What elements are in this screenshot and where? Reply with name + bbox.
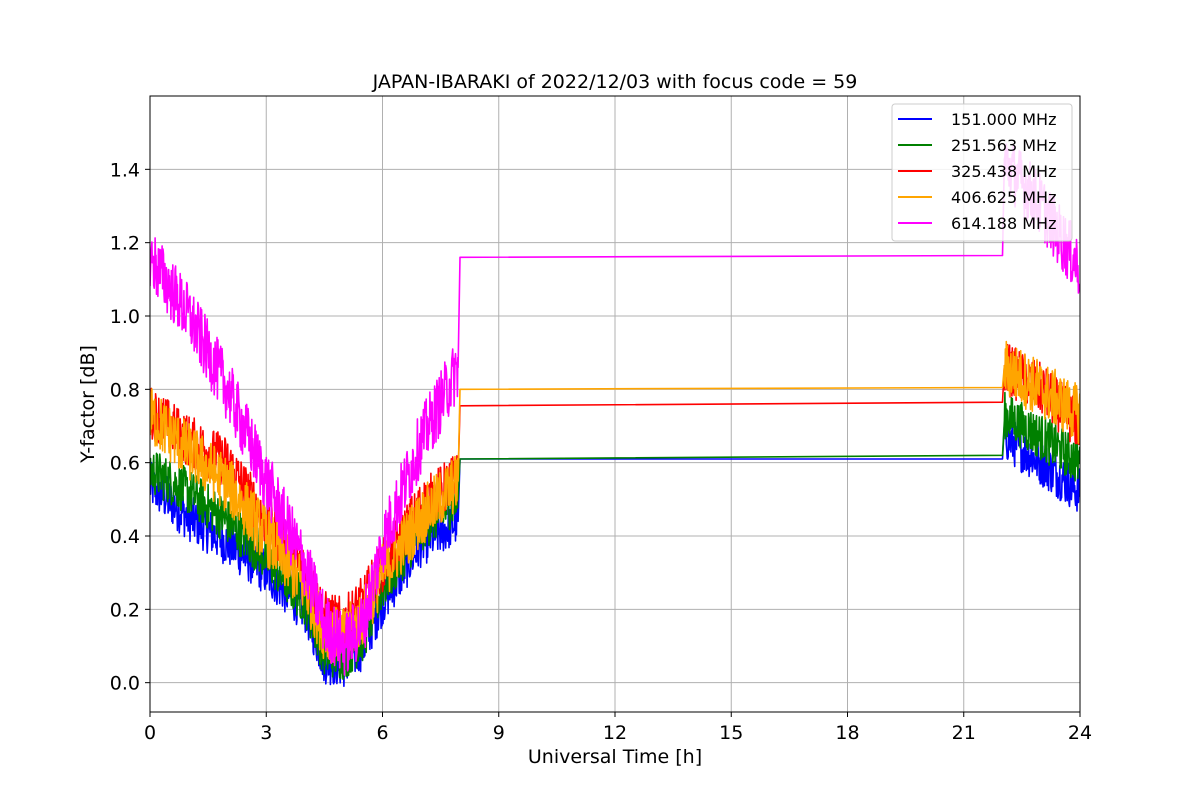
y-tick-label: 1.4	[110, 159, 140, 181]
x-tick-label: 12	[603, 722, 627, 744]
y-tick-label: 1.2	[110, 233, 140, 255]
x-tick-label: 3	[260, 722, 272, 744]
chart-title: JAPAN-IBARAKI of 2022/12/03 with focus c…	[372, 71, 858, 93]
legend-label: 406.625 MHz	[951, 188, 1056, 207]
legend-label: 614.188 MHz	[951, 214, 1056, 233]
y-axis: 0.0 0.2 0.4 0.6 0.8 1.0 1.2 1.4	[110, 159, 150, 695]
legend-label: 251.563 MHz	[951, 136, 1056, 155]
legend-box	[891, 103, 1073, 242]
x-tick-label: 21	[952, 722, 976, 744]
x-tick-label: 18	[835, 722, 859, 744]
x-tick-label: 6	[376, 722, 388, 744]
x-axis: 0 3 6 9 12 15 18 21 24	[144, 712, 1092, 744]
x-tick-label: 24	[1068, 722, 1092, 744]
y-tick-label: 0.0	[110, 673, 140, 695]
y-tick-label: 0.2	[110, 599, 140, 621]
series-line-2	[150, 391, 1080, 680]
x-tick-label: 0	[144, 722, 156, 744]
x-tick-label: 9	[493, 722, 505, 744]
legend: 151.000 MHz 251.563 MHz 325.438 MHz 406.625…	[891, 103, 1073, 242]
x-tick-label: 15	[719, 722, 743, 744]
legend-label: 151.000 MHz	[951, 110, 1056, 129]
y-axis-title: Y-factor [dB]	[77, 345, 99, 464]
y-tick-label: 0.8	[110, 379, 140, 401]
series-line-4	[150, 340, 1080, 664]
y-tick-label: 1.0	[110, 306, 140, 328]
y-tick-label: 0.4	[110, 526, 140, 548]
y-tick-label: 0.6	[110, 453, 140, 475]
legend-label: 325.438 MHz	[951, 162, 1056, 181]
x-axis-title: Universal Time [h]	[528, 746, 702, 768]
